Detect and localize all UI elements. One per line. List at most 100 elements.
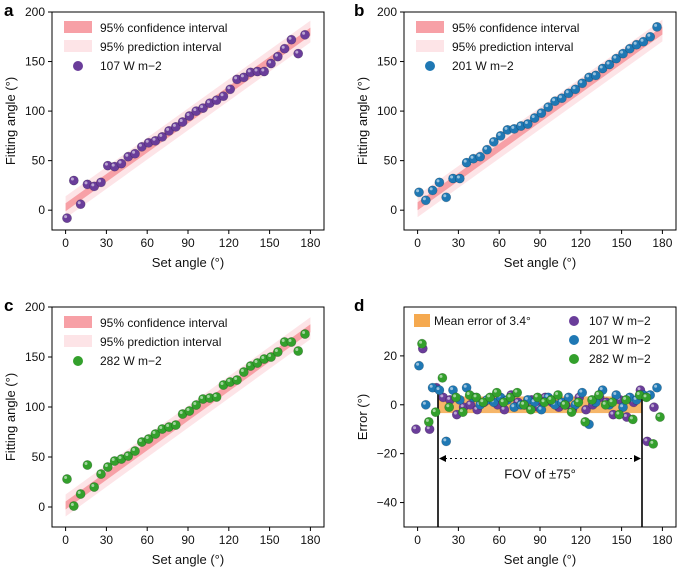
- panel-d-y-tick-label: 0: [390, 398, 397, 412]
- panel-a-letter: a: [4, 1, 14, 20]
- panel-c-y-tick-label: 150: [25, 350, 45, 364]
- panel-d-data-point-series-2-highlight: [459, 409, 463, 413]
- panel-d-data-point-series-2: [614, 409, 625, 420]
- panel-a-y-tick-label: 100: [25, 104, 45, 118]
- panel-a-data-point-highlight: [213, 97, 217, 101]
- panel-a-data-point-highlight: [268, 60, 272, 64]
- panel-a-x-tick-label: 0: [62, 236, 69, 250]
- panel-d-data-point-series-2-highlight: [521, 401, 525, 405]
- panel-b-legend-pi-swatch: [416, 40, 444, 52]
- panel-d: d FOV of ±75° 0 30 60 90 120 150 180 −40 −20 0 20…: [354, 296, 677, 567]
- panel-b-data-point-highlight: [463, 159, 467, 163]
- panel-d-fov-label: FOV of ±75°: [504, 467, 576, 482]
- panel-d-x-tick-label: 0: [414, 533, 421, 547]
- panel-b-y-axis-label: Fitting angle (°): [355, 77, 370, 165]
- panel-b-data-point-highlight: [592, 72, 596, 76]
- panel-c-data-point-highlight: [118, 456, 122, 459]
- panel-a-data-point-highlight: [288, 36, 292, 40]
- panel-d-y-tick-label: −20: [377, 447, 398, 461]
- panel-b-x-tick-label: 60: [493, 236, 507, 250]
- panel-b-data-point-highlight: [620, 50, 624, 54]
- panel-d-data-point-series-2: [593, 390, 604, 400]
- panel-a-data-point-highlight: [91, 183, 95, 187]
- panel-c-data-point-highlight: [234, 377, 238, 380]
- panel-a-data-point-highlight: [200, 105, 204, 109]
- panel-b-data-point: [482, 144, 492, 155]
- panel-d-data-point-series-2-highlight: [487, 394, 491, 398]
- panel-c-data-point-highlight: [186, 408, 190, 411]
- panel-d-data-point-series-2-highlight: [595, 392, 599, 395]
- panel-d-x-tick-label: 60: [493, 533, 507, 547]
- panel-d-legend: Mean error of 3.4° 107 W m−2 201 W m−2 2…: [414, 314, 651, 366]
- panel-d-fov-arrowhead-right: [634, 455, 641, 463]
- panel-a-y-axis-label: Fitting angle (°): [3, 77, 18, 165]
- panel-c-data-point: [211, 392, 222, 402]
- panel-d-data-point-series-2-highlight: [575, 399, 579, 403]
- panel-d-data-point-series-2-highlight: [561, 401, 565, 405]
- panel-d-points: [411, 338, 665, 449]
- panel-d-data-point-series-2-highlight: [568, 409, 572, 413]
- panel-b-data-point-highlight: [633, 41, 637, 45]
- panel-c-x-tick-label: 30: [100, 533, 114, 547]
- panel-d-data-point-series-2-highlight: [548, 396, 552, 400]
- panel-b-y-ticks: 0 50 100 150 200: [377, 5, 404, 217]
- panel-c-data-point-highlight: [254, 360, 258, 363]
- panel-c-x-tick-label: 150: [260, 533, 280, 547]
- panel-a-data-point: [266, 58, 276, 69]
- panel-c-data-point-highlight: [166, 424, 170, 427]
- panel-d-data-point-series-0-highlight: [426, 426, 430, 430]
- panel-c-data-point-highlight: [152, 431, 156, 434]
- panel-a-y-tick-label: 50: [32, 154, 46, 168]
- panel-d-data-point-series-2-highlight: [636, 392, 640, 395]
- panel-c-data-point: [272, 347, 283, 357]
- panel-d-data-point-series-2-highlight: [439, 374, 443, 378]
- panel-d-data-point-series-0-highlight: [413, 426, 417, 430]
- panel-d-data-point-series-0-highlight: [651, 404, 655, 408]
- panel-b: b 0 30 60 90 120 150 180 0 50 100 150 200 Set angl…: [354, 1, 677, 270]
- panel-d-data-point-series-1-highlight: [524, 396, 528, 400]
- panel-a-y-tick-label: 150: [25, 55, 45, 69]
- panel-a-data-point-highlight: [145, 139, 149, 143]
- panel-a-data-point-highlight: [186, 113, 190, 116]
- panel-b-x-tick-label: 120: [571, 236, 591, 250]
- panel-a-data-point-highlight: [302, 31, 306, 35]
- panel-d-y-ticks: −40 −20 0 20: [377, 349, 404, 510]
- panel-a-data-point-highlight: [281, 45, 285, 49]
- panel-d-data-point-series-2: [512, 387, 523, 398]
- panel-d-data-point-series-0-highlight: [637, 387, 641, 391]
- panel-c-data-point: [75, 489, 86, 499]
- panel-b-y-tick-label: 100: [377, 104, 397, 118]
- panel-c-data-point-highlight: [247, 363, 251, 366]
- panel-c-data-point-highlight: [288, 339, 292, 342]
- panel-a-x-tick-label: 30: [100, 236, 114, 250]
- panel-d-legend-label-282: 282 W m−2: [589, 352, 651, 366]
- panel-c-data-point-highlight: [240, 369, 244, 372]
- panel-a-data-point-highlight: [193, 108, 197, 112]
- panel-b-data-point: [441, 192, 452, 203]
- panel-b-x-tick-label: 90: [533, 236, 547, 250]
- panel-a-x-tick-label: 150: [260, 236, 280, 250]
- panel-c-data-point: [82, 460, 93, 470]
- panel-b-x-tick-label: 150: [612, 236, 632, 250]
- panel-a-data-point-highlight: [132, 150, 136, 154]
- panel-d-data-point-series-2-highlight: [493, 389, 497, 393]
- panel-d-data-point-series-2-highlight: [657, 414, 661, 417]
- panel-d-data-point-series-2-highlight: [555, 392, 559, 395]
- panel-d-data-point-series-1-highlight: [511, 404, 515, 408]
- panel-d-legend-mean-swatch: [414, 314, 430, 327]
- panel-d-data-point-series-1-highlight: [558, 399, 562, 403]
- panel-d-data-point-series-0-highlight: [623, 414, 627, 417]
- panel-b-data-point-highlight: [497, 132, 501, 136]
- panel-a-legend-pi-label: 95% prediction interval: [100, 40, 221, 54]
- panel-c-data-point-highlight: [172, 422, 176, 425]
- panel-d-data-point-series-2-highlight: [432, 409, 436, 413]
- panel-d-data-point-series-1-highlight: [436, 387, 440, 391]
- panel-b-data-point-highlight: [606, 61, 610, 65]
- panel-c-y-tick-label: 0: [38, 500, 45, 514]
- panel-d-data-point-series-1-highlight: [422, 401, 426, 405]
- panel-a-data-point: [300, 29, 310, 40]
- panel-c-data-point-highlight: [274, 349, 278, 352]
- panel-c-confidence-band: [65, 324, 311, 510]
- panel-a-data-point-highlight: [254, 68, 258, 72]
- panel-a-data-point: [272, 51, 283, 62]
